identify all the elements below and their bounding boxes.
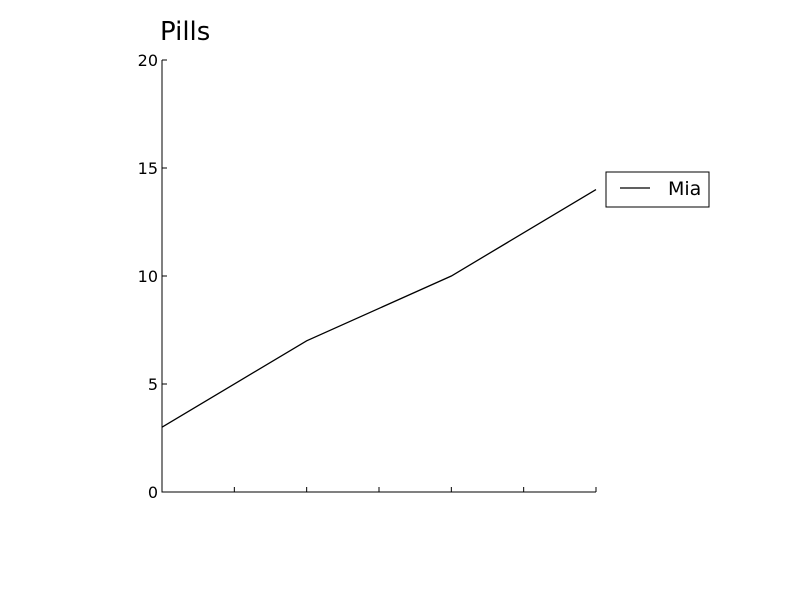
x-axis-ticks: [161, 487, 597, 492]
axes-frame: [161, 60, 596, 493]
series-group: [161, 189, 597, 428]
y-tick-label: 15: [138, 159, 158, 178]
legend: Mia: [605, 171, 710, 208]
y-tick-label: 10: [138, 267, 158, 286]
y-tick-label: 5: [148, 375, 158, 394]
y-tick-label: 0: [148, 483, 158, 502]
y-tick-label: 20: [138, 51, 158, 70]
legend-label-mia: Mia: [668, 178, 701, 200]
y-axis-ticks: 0 5 10 15 20: [138, 51, 167, 502]
legend-box: [605, 171, 710, 208]
series-line-mia: [161, 189, 597, 428]
chart-title: Pills: [160, 17, 210, 47]
